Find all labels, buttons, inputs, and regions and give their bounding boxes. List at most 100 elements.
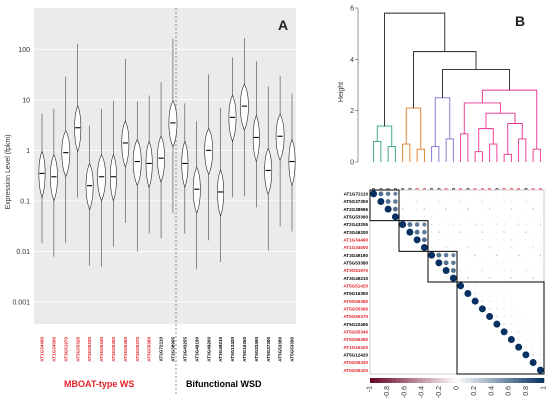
- heatmap-cell: [481, 300, 484, 302]
- x-tick-label: AT5G55360: [123, 337, 128, 362]
- heatmap-cell: [532, 323, 534, 325]
- heatmap-cell: [510, 254, 512, 256]
- heatmap-cell: [510, 208, 513, 211]
- plot-area: [34, 8, 296, 324]
- violin: [157, 135, 165, 183]
- dendrogram-link: [402, 143, 411, 162]
- heatmap-cell: [431, 216, 433, 218]
- heatmap-cell: [536, 366, 544, 374]
- heatmap-cell: [489, 285, 491, 287]
- heatmap-cell: [539, 346, 541, 348]
- colorbar-segment: [378, 378, 384, 383]
- dendrogram-link: [478, 128, 494, 152]
- heatmap-cell: [496, 262, 498, 264]
- heatmap-cell: [459, 231, 462, 234]
- heatmap-cell: [467, 216, 469, 218]
- heatmap-cell: [428, 251, 436, 259]
- heatmap-cell: [445, 246, 447, 249]
- heatmap-cell: [518, 216, 520, 218]
- row-label: AT5G12420: [343, 352, 368, 357]
- heatmap-cell: [488, 246, 491, 249]
- violin: [181, 140, 189, 189]
- heatmap-cell: [489, 216, 491, 218]
- colorbar-segment: [439, 378, 445, 383]
- heatmap-cell: [421, 237, 427, 243]
- heatmap-cell: [503, 223, 505, 226]
- colorbar-tick-label: 0.2: [471, 386, 478, 396]
- panel-b-correlation-heatmap: B Height 6 4 2 0 AT1G72110 AT5G37300 AT2G3899…: [338, 6, 548, 399]
- heatmap-cell: [486, 313, 494, 320]
- row-label: AT5G55320: [343, 368, 368, 373]
- heatmap-cell: [510, 269, 512, 272]
- heatmap-cell: [481, 285, 483, 287]
- x-tick-label: AT5G55350: [111, 337, 116, 362]
- heatmap-cell: [452, 216, 454, 218]
- heatmap-cell: [393, 191, 398, 196]
- heatmap-cell: [467, 246, 469, 249]
- row-label: AT5G37300: [343, 199, 368, 204]
- row-label: AT5G51420: [343, 283, 368, 288]
- heatmap-cell: [515, 343, 523, 351]
- violin: [109, 153, 117, 202]
- heatmap-cell: [393, 199, 398, 204]
- x-tick-label: AT1G72110: [159, 337, 164, 362]
- colorbar-segment: [509, 378, 514, 383]
- colorbar-segment: [465, 378, 471, 383]
- heatmap-cell: [452, 193, 454, 195]
- heatmap-cell: [443, 260, 449, 266]
- heatmap-cell: [503, 193, 505, 195]
- colorbar-segment: [452, 378, 458, 383]
- heatmap-cell: [420, 244, 428, 251]
- colorbar-segment: [470, 378, 475, 383]
- heatmap-cell: [445, 216, 447, 218]
- heatmap-cell: [503, 208, 505, 210]
- heatmap-cell: [525, 231, 527, 234]
- colorbar-segment: [496, 378, 501, 383]
- colorbar-segment: [448, 378, 453, 383]
- dendrogram-link: [518, 138, 527, 162]
- row-label: AT3G49190: [343, 253, 368, 258]
- heatmap-cell: [423, 216, 425, 218]
- colorbar-segment: [517, 378, 523, 383]
- colorbar-segment: [396, 378, 401, 383]
- heatmap-cell: [431, 246, 433, 249]
- heatmap-cell: [496, 292, 498, 295]
- colorbar-segment: [500, 378, 506, 383]
- colorbar-segment: [457, 378, 462, 383]
- heatmap-cell: [467, 285, 469, 287]
- heatmap-cell: [488, 208, 491, 211]
- colorbar-segment: [417, 378, 423, 383]
- colorbar-tick-label: -0.2: [436, 386, 443, 398]
- colorbar-segment: [391, 378, 397, 383]
- heatmap-cell: [464, 290, 472, 297]
- x-axis-gene-labels: AT1G34490 AT1G34500 AT3G51970 AT5G55320 AT5G…: [40, 337, 295, 362]
- dendrogram-link: [463, 102, 501, 134]
- heatmap-cell: [391, 213, 399, 221]
- violin: [50, 154, 58, 202]
- y-tick-label: 1: [26, 148, 30, 155]
- heatmap-cell: [460, 223, 462, 226]
- x-tick-label: AT2G38995: [171, 337, 176, 362]
- heatmap-cell: [517, 254, 520, 257]
- heatmap-cell: [402, 200, 404, 203]
- colorbar-tick-label: 0: [454, 386, 461, 390]
- heatmap-cell: [467, 200, 469, 203]
- heatmap-cell: [539, 246, 541, 249]
- row-label: AT3G49210: [343, 276, 368, 281]
- dendrogram-link: [384, 12, 446, 127]
- row-label: AT2G43255: [343, 222, 368, 227]
- y-tick-label: 0.1: [20, 198, 30, 205]
- heatmap-cell: [430, 223, 433, 226]
- heatmap-cell: [422, 229, 427, 235]
- y-tick-label: 10: [22, 97, 30, 104]
- dendrogram-link: [373, 141, 382, 162]
- violin: [288, 138, 296, 187]
- heatmap-cell: [532, 338, 534, 341]
- row-label: AT5G53380: [343, 260, 368, 265]
- heatmap-cell: [525, 338, 527, 341]
- colorbar: -1 -0.8 -0.6 -0.4 -0.2 0 0.2 0.4 0.6 0.8 1: [367, 378, 548, 398]
- dendrogram-tick-label: 0: [350, 160, 354, 167]
- heatmap-cell: [488, 277, 491, 280]
- colorbar-segment: [504, 378, 510, 383]
- heatmap-cell: [481, 223, 483, 226]
